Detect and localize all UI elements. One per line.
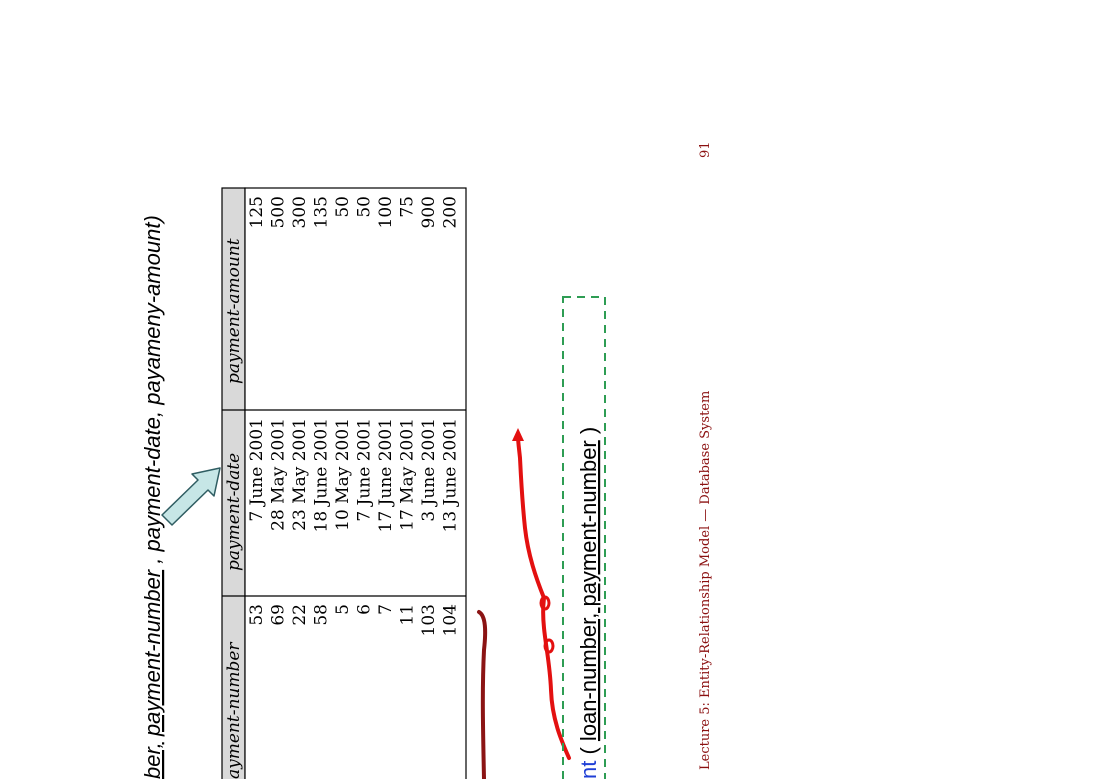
table-cell: 6 [355, 604, 375, 615]
table-body [244, 187, 467, 779]
svg-text:ber, payment-number: ber, payment-number , payment-date, paya… [140, 215, 165, 779]
table-cell: 3 June 2001 [419, 418, 439, 522]
payment-table: payment-amount payment-date ayment-numbe… [221, 187, 467, 779]
table-cell: 18 June 2001 [312, 418, 332, 532]
arrow-shape [161, 467, 221, 526]
page-number: 91 [698, 141, 713, 158]
table-cell: 200 [441, 196, 461, 228]
table-cell: 50 [355, 196, 375, 218]
highlight-arrow [161, 467, 221, 526]
relation-line: nt ( loan-number, payment-number ) [576, 427, 601, 779]
table-cell: 135 [312, 196, 332, 228]
column-header-payment-number: ayment-number [224, 642, 244, 779]
table-cell: 11 [398, 604, 418, 626]
schema-rest: , payment-date, payameny-amount) [140, 215, 165, 564]
slide-footer: Lecture 5: Entity-Relationship Model — D… [698, 391, 713, 770]
schema-line: ber, payment-number , payment-date, paya… [140, 215, 165, 779]
table-cell: 17 June 2001 [376, 418, 396, 532]
column-header-payment-date: payment-date [224, 453, 244, 571]
table-rows: 53 7 June 2001 125 69 28 May 2001 500 22 23 May… [247, 196, 461, 636]
table-cell: 125 [247, 196, 267, 228]
table-cell: 69 [269, 604, 289, 626]
table-cell: 75 [398, 196, 418, 218]
table-cell: 58 [312, 604, 332, 626]
relation-open: ( [576, 747, 601, 755]
schema-prefix: ber, [140, 742, 165, 779]
annotation-dark-red-stroke [477, 610, 488, 779]
relation-suffix: nt [576, 761, 601, 779]
table-cell: 7 [376, 604, 396, 615]
table-cell: 900 [419, 196, 439, 228]
column-header-payment-amount: payment-amount [224, 238, 244, 384]
table-cell: 22 [290, 604, 310, 626]
table-cell: 5 [333, 604, 353, 615]
table-cell: 500 [269, 196, 289, 228]
table-cell: 10 May 2001 [333, 418, 353, 531]
table-cell: 104 [441, 604, 461, 636]
table-cell: 23 May 2001 [290, 418, 310, 531]
table-cell: 28 May 2001 [269, 418, 289, 531]
table-cell: 100 [376, 196, 396, 228]
table-cell: 50 [333, 196, 353, 218]
table-cell: 300 [290, 196, 310, 228]
table-cell: 13 June 2001 [441, 418, 461, 532]
table-cell: 103 [419, 604, 439, 636]
annotation-red-arrow [512, 428, 571, 760]
table-cell: 53 [247, 604, 267, 626]
table-cell: 7 June 2001 [247, 418, 267, 522]
table-cell: 7 June 2001 [355, 418, 375, 522]
schema-payment-number: payment-number [140, 568, 165, 737]
relation-close: ) [576, 427, 601, 434]
relation-key: loan-number, payment-number [576, 440, 601, 741]
table-cell: 17 May 2001 [398, 418, 418, 531]
relation-dashed-box [562, 296, 606, 779]
svg-text:nt ( loan-number,: nt ( loan-number, payment-number ) [576, 427, 601, 779]
